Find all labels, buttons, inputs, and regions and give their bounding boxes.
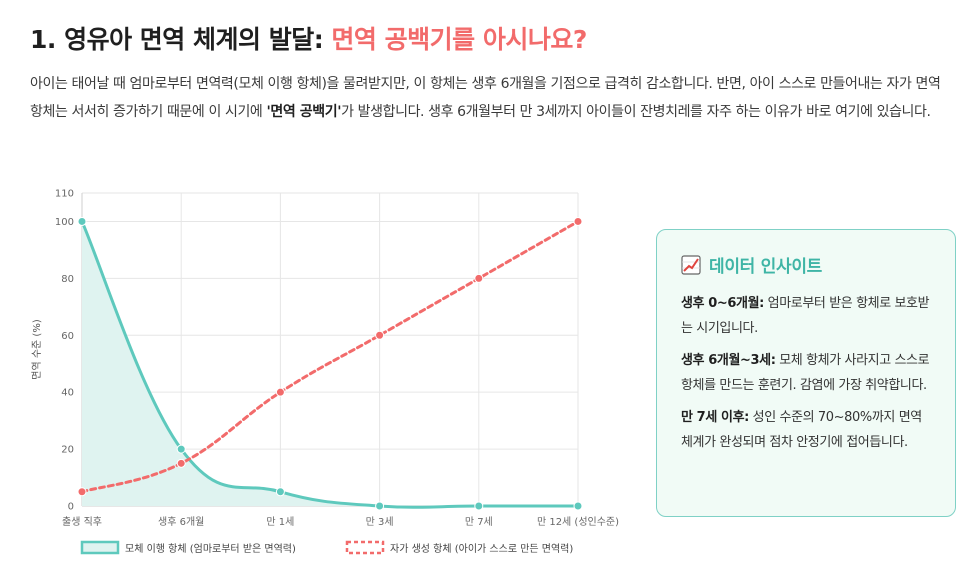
title-prefix: 1. 영유아 면역 체계의 발달: (30, 25, 332, 54)
page-title: 1. 영유아 면역 체계의 발달: 면역 공백기를 아시나요? (30, 20, 587, 56)
data-point (573, 501, 583, 511)
intro-paragraph: 아이는 태어날 때 엄마로부터 면역력(모체 이행 항체)을 물려받지만, 이 … (30, 70, 950, 126)
intro-highlight: '면역 공백기' (266, 104, 342, 120)
insight-card: 데이터 인사이트 생후 0~6개월: 엄마로부터 받은 항체로 보호받는 시기입… (656, 229, 956, 517)
series-area-fill (82, 221, 578, 508)
insight-item-label: 생후 6개월~3세: (681, 353, 776, 368)
x-tick-label: 출생 직후 (62, 516, 102, 528)
intro-text-2: 가 발생합니다. 생후 6개월부터 만 3세까지 아이들이 잔병치레를 자주 하… (341, 104, 931, 120)
x-tick-label: 만 1세 (266, 516, 294, 528)
y-tick-label: 40 (61, 388, 74, 399)
insight-item-label: 생후 0~6개월: (681, 296, 764, 311)
insight-item: 생후 6개월~3세: 모체 항체가 사라지고 스스로 항체를 만드는 훈련기. … (681, 348, 933, 398)
insight-item: 만 7세 이후: 성인 수준의 70~80%까지 면역 체계가 완성되며 점차 … (681, 405, 933, 455)
x-tick-label: 만 3세 (366, 516, 394, 528)
insight-item-text: 모체 항체가 사라지고 스스로 항체를 만드는 훈련기. 감염에 가장 취약합니… (681, 353, 930, 393)
data-point (375, 501, 385, 511)
data-point (375, 330, 385, 340)
legend-label: 자가 생성 항체 (아이가 스스로 만든 면역력) (390, 543, 573, 555)
data-point (77, 487, 87, 497)
y-tick-label: 100 (55, 217, 74, 228)
data-point (474, 273, 484, 283)
data-point (275, 487, 285, 497)
x-tick-label: 만 7세 (465, 516, 493, 528)
insight-item: 생후 0~6개월: 엄마로부터 받은 항체로 보호받는 시기입니다. (681, 291, 933, 341)
insight-item-text: 엄마로부터 받은 항체로 보호받는 시기입니다. (681, 296, 930, 336)
data-point (176, 444, 186, 454)
series-line-self (80, 219, 580, 494)
chart-svg: 0 20 40 60 80 100 110 출생 직후 생후 6개월 만 1세 만 3세 만 7세 만 … (31, 189, 619, 556)
y-axis-label: 면역 수준 (%) (31, 319, 43, 380)
y-tick-label: 110 (55, 189, 74, 200)
data-point (573, 216, 583, 226)
chart-increasing-icon (681, 254, 701, 275)
y-tick-label: 80 (61, 274, 74, 285)
data-point (77, 216, 87, 226)
insight-item-text: 성인 수준의 70~80%까지 면역 체계가 완성되며 점차 안정기에 접어듭니… (681, 410, 922, 450)
title-accent: 면역 공백기를 아시나요? (331, 25, 587, 54)
y-tick-label: 60 (61, 331, 74, 342)
data-point (275, 387, 285, 397)
insight-header: 데이터 인사이트 (681, 252, 933, 277)
insight-title: 데이터 인사이트 (709, 257, 822, 277)
y-tick-label: 20 (61, 445, 74, 456)
immunity-chart: 0 20 40 60 80 100 110 출생 직후 생후 6개월 만 1세 만 3세 만 7세 만 … (22, 180, 637, 575)
insight-item-label: 만 7세 이후: (681, 410, 749, 425)
legend-swatch (80, 540, 120, 555)
data-point (474, 501, 484, 511)
legend-swatch (345, 540, 385, 555)
x-tick-label: 생후 6개월 (158, 516, 204, 528)
intro-text-1: 아이는 태어날 때 엄마로부터 면역력(모체 이행 항체)을 물려받지만, 이 … (30, 76, 941, 120)
x-tick-label: 만 12세 (성인수준) (537, 516, 619, 528)
legend-label: 모체 이행 항체 (엄마로부터 받은 면역력) (125, 543, 296, 555)
y-tick-label: 0 (68, 502, 74, 513)
data-point (176, 458, 186, 468)
